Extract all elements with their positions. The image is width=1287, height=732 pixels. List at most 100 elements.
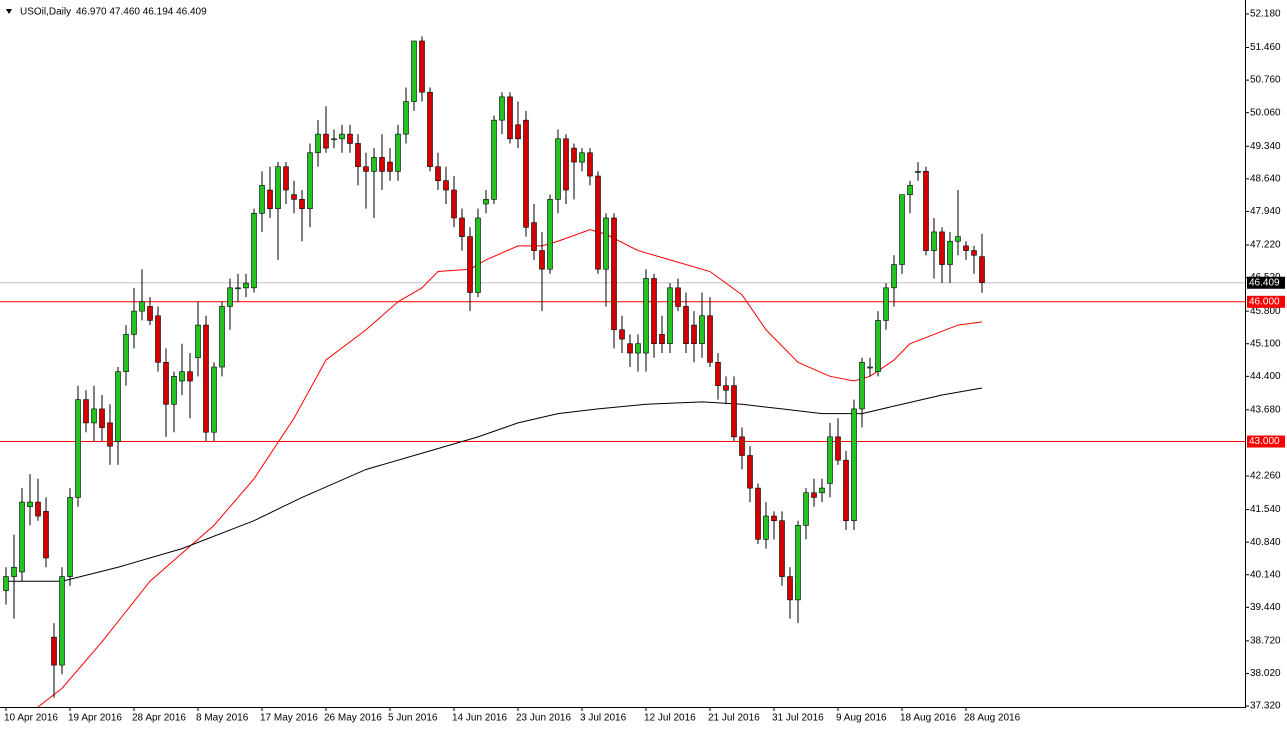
candle-body xyxy=(523,119,529,228)
candle-body xyxy=(395,133,401,172)
moving-average-line xyxy=(6,387,983,582)
y-tick-label: 47.220 xyxy=(1250,240,1281,251)
candle-body xyxy=(691,324,697,345)
candle-body xyxy=(147,306,153,321)
y-tick-label: 50.760 xyxy=(1250,75,1281,86)
candle-body xyxy=(643,278,649,354)
x-tick-label: 23 Jun 2016 xyxy=(516,713,571,724)
y-tick-label: 48.640 xyxy=(1250,173,1281,184)
candle-body xyxy=(419,40,425,93)
y-tick-label: 43.680 xyxy=(1250,404,1281,415)
candle-body xyxy=(811,492,817,498)
candle-body xyxy=(931,231,937,251)
candle-body xyxy=(83,399,89,424)
candle-body xyxy=(243,282,249,289)
candle-body xyxy=(75,399,81,498)
candle-body xyxy=(587,152,593,177)
y-tick-label: 45.800 xyxy=(1250,306,1281,317)
candle-body xyxy=(443,180,449,191)
candle-body xyxy=(91,408,97,424)
candle-body xyxy=(683,306,689,345)
candle-body xyxy=(483,199,489,205)
x-tick-label: 5 Jun 2016 xyxy=(388,713,438,724)
candle-body xyxy=(475,217,481,293)
candle-body xyxy=(571,147,577,163)
candle-body xyxy=(507,96,513,140)
level-label: 46.000 xyxy=(1249,296,1280,307)
candle-body xyxy=(891,264,897,289)
x-tick-label: 26 May 2016 xyxy=(324,713,382,724)
candle-body xyxy=(603,217,609,270)
candle-body xyxy=(131,310,137,335)
x-tick-label: 21 Jul 2016 xyxy=(708,713,760,724)
candle-body xyxy=(939,231,945,265)
candle-body xyxy=(955,236,961,242)
candle-body xyxy=(11,566,17,577)
candle-body xyxy=(491,119,497,200)
candle-body xyxy=(107,422,113,447)
x-tick-label: 3 Jul 2016 xyxy=(580,713,627,724)
candle-body xyxy=(19,501,25,573)
candle-body xyxy=(187,371,193,382)
candle-body xyxy=(171,376,177,405)
x-tick-label: 14 Jun 2016 xyxy=(452,713,507,724)
candle-body xyxy=(539,250,545,270)
candle-body xyxy=(347,133,353,144)
candle-body xyxy=(315,133,321,154)
y-tick-label: 45.100 xyxy=(1250,338,1281,349)
candle-body xyxy=(163,362,169,405)
y-tick-label: 50.060 xyxy=(1250,107,1281,118)
candle-body xyxy=(867,366,873,369)
candle-body xyxy=(627,343,633,354)
candle-body xyxy=(35,501,41,517)
candle-body xyxy=(739,436,745,456)
candle-body xyxy=(787,576,793,601)
candle-body xyxy=(779,520,785,577)
level-label-box xyxy=(1247,295,1285,308)
x-tick-label: 10 Apr 2016 xyxy=(4,713,58,724)
candle-body xyxy=(979,256,985,284)
candle-body xyxy=(259,185,265,214)
candle-body xyxy=(235,287,241,290)
candle-body xyxy=(667,287,673,345)
y-tick-label: 47.940 xyxy=(1250,206,1281,217)
menu-arrow[interactable] xyxy=(6,9,12,14)
candle-body xyxy=(387,161,393,172)
candle-body xyxy=(451,189,457,219)
x-tick-label: 17 May 2016 xyxy=(260,713,318,724)
axis-layer: 52.180 51.460 50.760 50.060 49.340 48.640 47.9… xyxy=(4,9,1281,724)
level-label: 43.000 xyxy=(1249,436,1280,447)
candle-body xyxy=(203,324,209,433)
candle-body xyxy=(179,371,185,382)
candle-body xyxy=(531,222,537,251)
candle-body xyxy=(971,250,977,256)
candle-body xyxy=(595,175,601,270)
candle-body xyxy=(27,501,33,508)
y-tick-label: 52.180 xyxy=(1250,9,1281,20)
candle-body xyxy=(563,138,569,191)
candle-body xyxy=(835,436,841,461)
candle-body xyxy=(379,157,385,172)
candle-body xyxy=(963,245,969,251)
y-tick-label: 38.020 xyxy=(1250,668,1281,679)
candle-body xyxy=(915,171,921,173)
x-tick-label: 31 Jul 2016 xyxy=(772,713,824,724)
candle-body xyxy=(139,301,145,312)
candle-body xyxy=(947,240,953,265)
candle-body xyxy=(323,133,329,149)
level-label-box xyxy=(1247,435,1285,448)
candle-body xyxy=(579,152,585,163)
y-tick-label: 39.440 xyxy=(1250,602,1281,613)
candle-body xyxy=(123,334,129,372)
candle-body xyxy=(195,324,201,358)
candle-body xyxy=(619,329,625,340)
y-tick-label: 40.140 xyxy=(1250,569,1281,580)
candle-body xyxy=(899,194,905,265)
candle-body xyxy=(299,199,305,209)
candle-body xyxy=(763,515,769,540)
candle-body xyxy=(51,636,57,666)
last-price-label: 46.409 xyxy=(1249,277,1280,288)
candle-body xyxy=(715,362,721,386)
